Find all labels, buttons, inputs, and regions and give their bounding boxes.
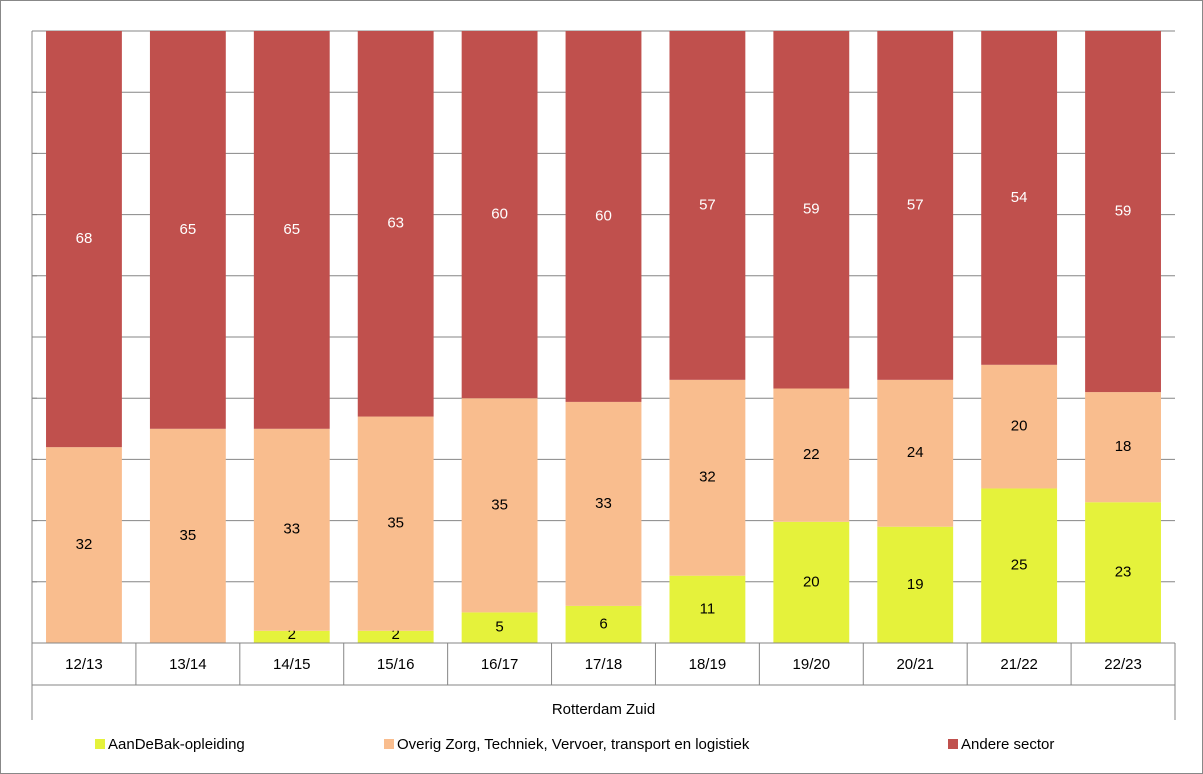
bar-segment [1085,502,1161,643]
x-tick-label: 21/22 [1000,656,1038,673]
x-tick-label: 22/23 [1104,656,1142,673]
bar-segment [773,521,850,643]
data-label: 33 [595,495,612,512]
bar-segment [461,398,538,613]
legend-label: Andere sector [961,736,1054,753]
data-label: 33 [283,521,300,538]
bar-segment [669,379,746,576]
bar-segment [565,401,642,606]
x-tick-label: 15/16 [377,656,415,673]
data-label: 18 [1115,438,1132,455]
data-label: 65 [180,221,197,238]
x-tick-label: 16/17 [481,656,519,673]
bar-segment [253,428,330,631]
legend-swatch [948,739,958,749]
data-label: 35 [387,515,404,532]
bar-segment [461,31,538,399]
data-label: 25 [1011,557,1028,574]
data-label: 57 [699,196,716,213]
data-label: 5 [495,619,503,636]
x-tick-label: 19/20 [793,656,831,673]
bar-segment [877,379,954,527]
data-label: 22 [803,446,820,463]
data-label: 68 [76,230,93,247]
data-label: 60 [491,206,508,223]
legend-swatch [95,739,105,749]
bar-segment [877,526,954,643]
bar-segment [149,31,226,429]
bar-segment [253,630,330,643]
data-label: 20 [1011,418,1028,435]
bar-segment [357,416,434,631]
bar-segment [773,31,850,389]
group-label: Rotterdam Zuid [552,701,655,718]
x-tick-label: 20/21 [896,656,934,673]
data-label: 20 [803,573,820,590]
data-label: 57 [907,196,924,213]
bar-segment [357,630,434,643]
x-tick-label: 18/19 [689,656,727,673]
bar-segment [981,488,1058,643]
bar-segment [46,31,122,448]
bar-segment [565,605,642,643]
bar-segment [877,31,954,380]
bar-segment [253,31,330,429]
data-label: 35 [180,527,197,544]
x-tick-label: 13/14 [169,656,207,673]
bar-segment [461,612,538,643]
bar-segment [1085,31,1161,393]
data-label: 11 [700,600,716,617]
bar-segment [565,31,642,402]
data-label: 2 [392,626,400,643]
data-label: 65 [283,221,300,238]
bar-segment [773,388,850,522]
x-tick-label: 12/13 [65,656,103,673]
data-label: 32 [699,469,716,486]
data-label: 63 [387,215,404,232]
x-tick-label: 14/15 [273,656,311,673]
bar-segment [669,31,746,380]
data-label: 19 [907,576,924,593]
bar-segment [357,31,434,417]
data-label: 60 [595,207,612,224]
data-label: 23 [1115,564,1132,581]
data-label: 59 [1115,203,1132,220]
legend-swatch [384,739,394,749]
bar-segment [46,447,122,643]
data-label: 6 [599,615,607,632]
data-label: 35 [491,496,508,513]
data-label: 32 [76,536,93,553]
bar-segment [669,575,746,643]
data-label: 2 [288,626,296,643]
legend-label: AanDeBak-opleiding [108,736,245,753]
x-tick-label: 17/18 [585,656,623,673]
bar-segment [149,428,226,643]
bar-segment [981,31,1058,365]
data-label: 54 [1011,189,1028,206]
bar-segment [981,364,1058,489]
data-label: 24 [907,444,924,461]
bar-segment [1085,392,1161,503]
legend-label: Overig Zorg, Techniek, Vervoer, transpor… [397,736,750,753]
data-label: 59 [803,201,820,218]
